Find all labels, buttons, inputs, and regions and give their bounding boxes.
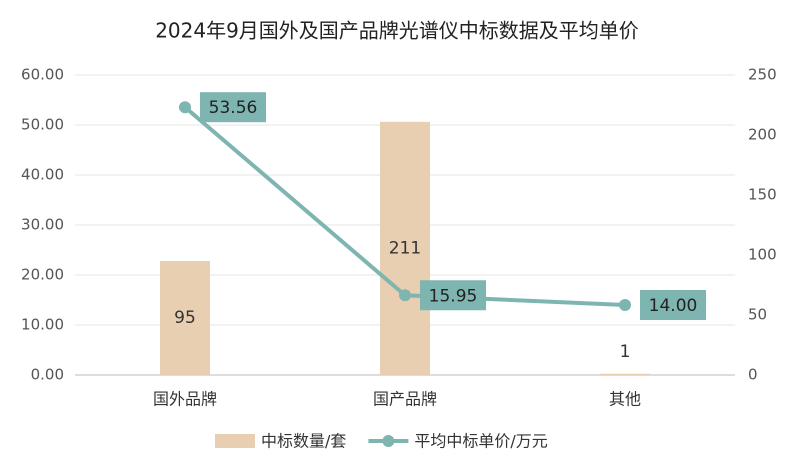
y2-tick-label: 200 — [748, 126, 777, 144]
line-value-label: 53.56 — [209, 98, 258, 118]
y2-tick-label: 250 — [748, 66, 777, 84]
bar — [380, 121, 430, 375]
y-tick-label: 0.00 — [31, 366, 64, 384]
line-point — [179, 101, 191, 114]
x-tick-label: 国产品牌 — [373, 390, 437, 409]
y2-tick-label: 100 — [748, 246, 777, 264]
y2-tick-label: 50 — [748, 306, 767, 324]
legend-swatch — [215, 434, 255, 448]
y-tick-label: 20.00 — [21, 266, 64, 284]
bar — [600, 373, 650, 375]
line-point — [399, 289, 411, 302]
bar-value-label: 1 — [620, 342, 631, 362]
bar — [160, 261, 210, 375]
bar-value-label: 211 — [389, 238, 421, 258]
legend-label: 中标数量/套 — [261, 432, 346, 451]
y-tick-label: 50.00 — [21, 116, 64, 134]
line-value-label: 14.00 — [649, 296, 698, 316]
bar-value-label: 95 — [174, 308, 196, 328]
line-point — [619, 299, 631, 311]
data-label-box — [640, 290, 706, 320]
x-tick-label: 其他 — [609, 390, 641, 409]
y-tick-label: 30.00 — [21, 216, 64, 234]
legend-swatch — [382, 435, 395, 447]
legend-label: 平均中标单价/万元 — [414, 432, 547, 451]
chart-title: 2024年9月国外及国产品牌光谱仪中标数据及平均单价 — [155, 19, 639, 43]
data-label-box — [200, 92, 266, 123]
y-tick-label: 40.00 — [21, 166, 64, 184]
y-tick-label: 10.00 — [21, 316, 64, 334]
y-tick-label: 60.00 — [21, 66, 64, 84]
y2-tick-label: 150 — [748, 186, 777, 204]
y2-tick-label: 0 — [748, 366, 758, 384]
x-tick-label: 国外品牌 — [153, 390, 217, 409]
data-label-box — [420, 280, 486, 311]
line-value-label: 15.95 — [429, 286, 478, 306]
